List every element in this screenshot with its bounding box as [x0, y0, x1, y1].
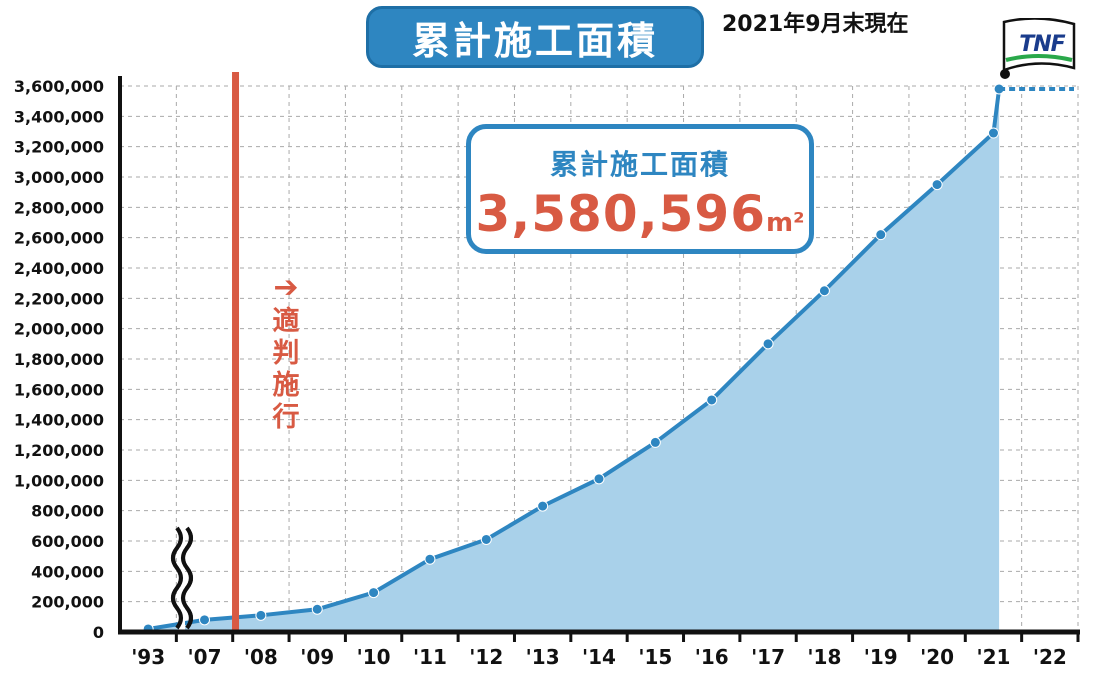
data-point — [875, 229, 887, 241]
y-tick-label: 0 — [93, 623, 104, 642]
y-tick-label: 2,600,000 — [14, 229, 104, 248]
y-tick-label: 2,000,000 — [14, 320, 104, 339]
data-point — [593, 473, 605, 485]
y-tick-label: 2,400,000 — [14, 259, 104, 278]
data-point — [762, 338, 774, 350]
x-tick-label: '12 — [469, 645, 503, 669]
area-fill — [148, 88, 1000, 633]
enforcement-char: 行 — [272, 402, 300, 433]
y-tick-label: 3,200,000 — [14, 138, 104, 157]
flag-icon — [1000, 18, 1076, 79]
data-point — [706, 394, 718, 406]
logo-text: TNF — [1019, 32, 1065, 57]
x-tick-label: '13 — [526, 645, 560, 669]
x-tick-label: '10 — [357, 645, 391, 669]
callout-value: 3,580,596 — [475, 185, 767, 243]
callout-label: 累計施工面積 — [549, 148, 730, 181]
x-tick-label: '93 — [131, 645, 165, 669]
y-tick-label: 1,000,000 — [14, 471, 104, 490]
data-point — [199, 614, 211, 626]
data-point — [818, 285, 830, 297]
enforcement-label: ➔ 適 判 施 行 — [268, 270, 304, 434]
enforcement-char: 適 — [272, 306, 300, 337]
data-point — [255, 609, 267, 621]
y-tick-label: 600,000 — [31, 532, 104, 551]
x-tick-label: '11 — [413, 645, 447, 669]
axis-break-mark — [170, 526, 183, 630]
x-tick-label: '22 — [1033, 645, 1067, 669]
data-point — [368, 587, 380, 599]
data-point — [480, 533, 492, 545]
callout-value-row: 3,580,596m² — [471, 185, 809, 243]
chart-title: 累計施工面積 — [366, 6, 704, 68]
enforcement-char: 施 — [272, 370, 300, 401]
x-tick-label: '21 — [976, 645, 1010, 669]
callout-unit: m² — [766, 208, 805, 238]
x-tick-label: '17 — [751, 645, 785, 669]
y-tick-label: 2,200,000 — [14, 289, 104, 308]
x-tick-label: '07 — [188, 645, 222, 669]
x-tick-label: '08 — [244, 645, 278, 669]
y-tick-label: 400,000 — [31, 562, 104, 581]
axis-break-mark — [180, 526, 193, 630]
data-point — [649, 436, 661, 448]
x-tick-label: '09 — [300, 645, 334, 669]
y-tick-label: 200,000 — [31, 593, 104, 612]
enforcement-char: 判 — [272, 338, 300, 369]
x-tick-label: '16 — [695, 645, 729, 669]
y-tick-label: 2,800,000 — [14, 198, 104, 217]
y-tick-label: 3,400,000 — [14, 107, 104, 126]
y-tick-label: 3,600,000 — [14, 77, 104, 96]
arrow-right-icon: ➔ — [273, 270, 299, 305]
data-point — [537, 500, 549, 512]
x-tick-label: '19 — [864, 645, 898, 669]
data-point — [987, 127, 999, 139]
x-tick-label: '14 — [582, 645, 616, 669]
y-tick-label: 1,200,000 — [14, 441, 104, 460]
data-point — [311, 603, 323, 615]
y-tick-label: 3,000,000 — [14, 168, 104, 187]
total-area-callout: 累計施工面積 3,580,596m² — [466, 124, 814, 254]
data-point — [424, 553, 436, 565]
data-point — [931, 179, 943, 191]
x-tick-label: '20 — [920, 645, 954, 669]
x-tick-label: '15 — [638, 645, 672, 669]
as-of-date: 2021年9月末現在 — [722, 12, 909, 37]
y-tick-label: 1,800,000 — [14, 350, 104, 369]
y-tick-label: 800,000 — [31, 502, 104, 521]
y-tick-label: 1,400,000 — [14, 411, 104, 430]
y-tick-label: 1,600,000 — [14, 380, 104, 399]
x-tick-label: '18 — [807, 645, 841, 669]
